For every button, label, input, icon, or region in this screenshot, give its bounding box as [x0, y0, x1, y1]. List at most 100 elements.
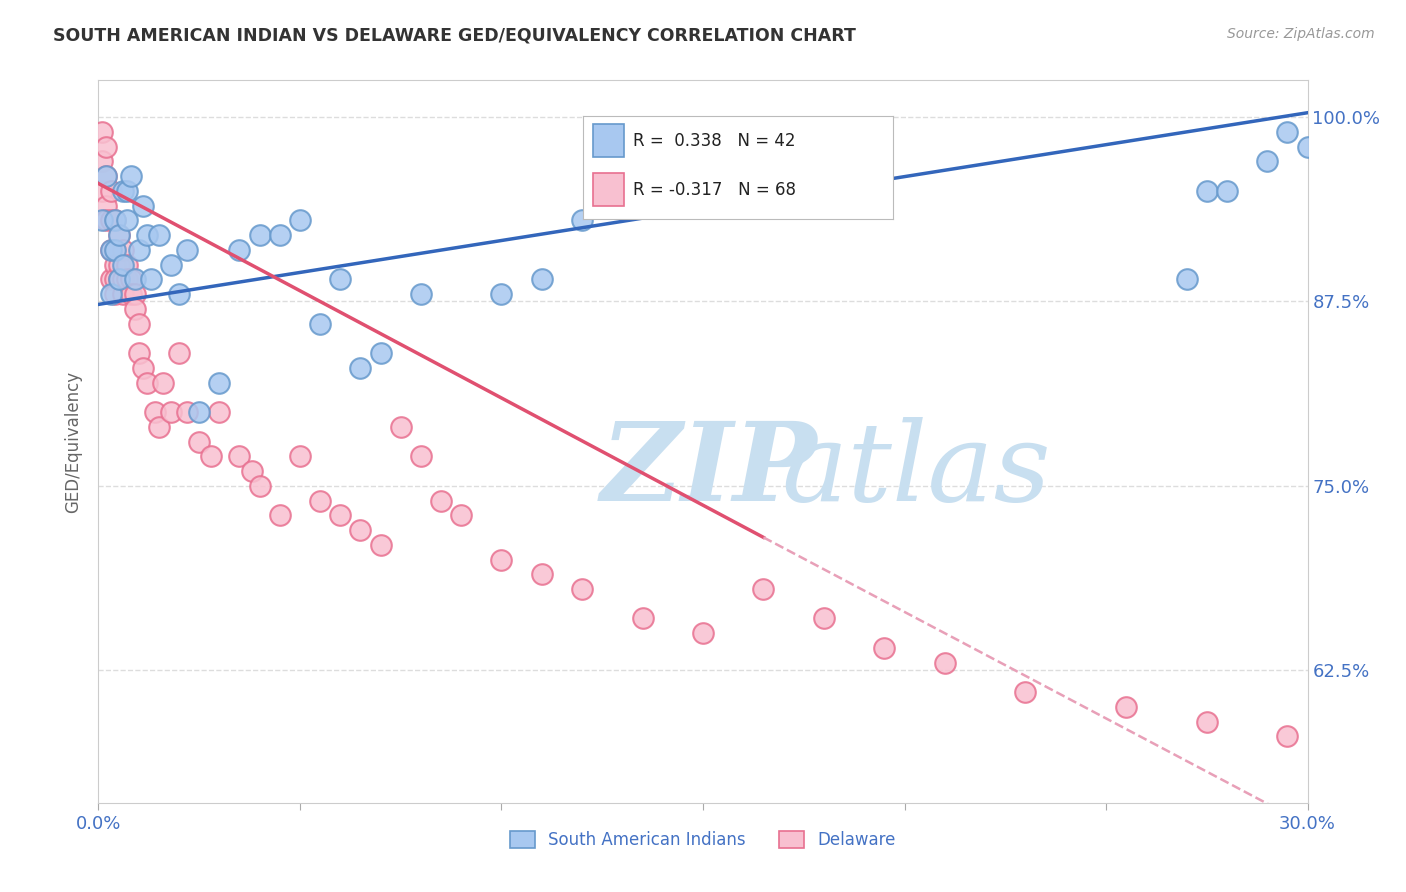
Point — [349, 360, 371, 375]
Point — [148, 228, 170, 243]
Point — [132, 360, 155, 375]
Point — [143, 405, 166, 419]
Point — [100, 213, 122, 227]
Point — [409, 450, 432, 464]
Point — [91, 184, 114, 198]
Point — [240, 464, 263, 478]
Point — [269, 508, 291, 523]
Point — [103, 243, 125, 257]
Point — [96, 169, 118, 183]
Point — [103, 243, 125, 257]
Point — [1175, 272, 1198, 286]
Point — [1195, 184, 1218, 198]
Point — [120, 169, 142, 183]
Point — [107, 258, 129, 272]
Point — [139, 272, 162, 286]
Point — [96, 139, 118, 153]
Point — [1195, 714, 1218, 729]
Point — [115, 184, 138, 198]
Point — [152, 376, 174, 390]
Point — [96, 199, 118, 213]
Point — [100, 243, 122, 257]
Point — [370, 346, 392, 360]
Point — [107, 272, 129, 286]
Point — [111, 272, 134, 286]
Point — [288, 450, 311, 464]
Point — [96, 213, 118, 227]
Point — [1277, 730, 1299, 744]
Point — [176, 405, 198, 419]
Point — [228, 243, 250, 257]
Point — [491, 552, 513, 566]
Point — [409, 287, 432, 301]
Point — [91, 154, 114, 169]
Point — [752, 582, 775, 596]
Point — [111, 287, 134, 301]
Point — [124, 301, 146, 316]
Point — [132, 199, 155, 213]
Point — [1316, 744, 1339, 758]
Point — [107, 272, 129, 286]
Text: Source: ZipAtlas.com: Source: ZipAtlas.com — [1227, 27, 1375, 41]
Point — [530, 272, 553, 286]
Point — [115, 258, 138, 272]
Point — [349, 523, 371, 537]
Point — [491, 287, 513, 301]
Bar — [593, 173, 624, 206]
Point — [128, 317, 150, 331]
Point — [249, 228, 271, 243]
Point — [103, 258, 125, 272]
Point — [631, 611, 654, 625]
Point — [430, 493, 453, 508]
Point — [107, 228, 129, 243]
Y-axis label: GED/Equivalency: GED/Equivalency — [65, 370, 83, 513]
Point — [329, 272, 352, 286]
Point — [370, 538, 392, 552]
Point — [135, 376, 157, 390]
Point — [1216, 184, 1239, 198]
Point — [128, 243, 150, 257]
Point — [571, 213, 593, 227]
Point — [91, 125, 114, 139]
Point — [188, 434, 211, 449]
Point — [188, 405, 211, 419]
Text: SOUTH AMERICAN INDIAN VS DELAWARE GED/EQUIVALENCY CORRELATION CHART: SOUTH AMERICAN INDIAN VS DELAWARE GED/EQ… — [53, 27, 856, 45]
Point — [873, 640, 896, 655]
Point — [1256, 154, 1278, 169]
Point — [100, 184, 122, 198]
Point — [91, 213, 114, 227]
Point — [571, 582, 593, 596]
Point — [107, 228, 129, 243]
Point — [103, 213, 125, 227]
Text: R = -0.317   N = 68: R = -0.317 N = 68 — [633, 181, 796, 199]
Point — [100, 287, 122, 301]
Text: ZIP: ZIP — [600, 417, 817, 524]
Point — [160, 405, 183, 419]
Point — [128, 346, 150, 360]
Point — [111, 184, 134, 198]
Point — [450, 508, 472, 523]
Point — [288, 213, 311, 227]
Point — [329, 508, 352, 523]
Legend: South American Indians, Delaware: South American Indians, Delaware — [503, 824, 903, 856]
Point — [120, 272, 142, 286]
Point — [111, 258, 134, 272]
Point — [103, 272, 125, 286]
Point — [813, 611, 835, 625]
Point — [96, 169, 118, 183]
Point — [692, 626, 714, 640]
Point — [309, 493, 332, 508]
Point — [115, 213, 138, 227]
Point — [176, 243, 198, 257]
Point — [530, 567, 553, 582]
Point — [389, 419, 412, 434]
Point — [208, 405, 231, 419]
Point — [115, 272, 138, 286]
Point — [208, 376, 231, 390]
Point — [269, 228, 291, 243]
Point — [167, 346, 190, 360]
Point — [100, 243, 122, 257]
Point — [103, 213, 125, 227]
Point — [249, 479, 271, 493]
Point — [1277, 125, 1299, 139]
